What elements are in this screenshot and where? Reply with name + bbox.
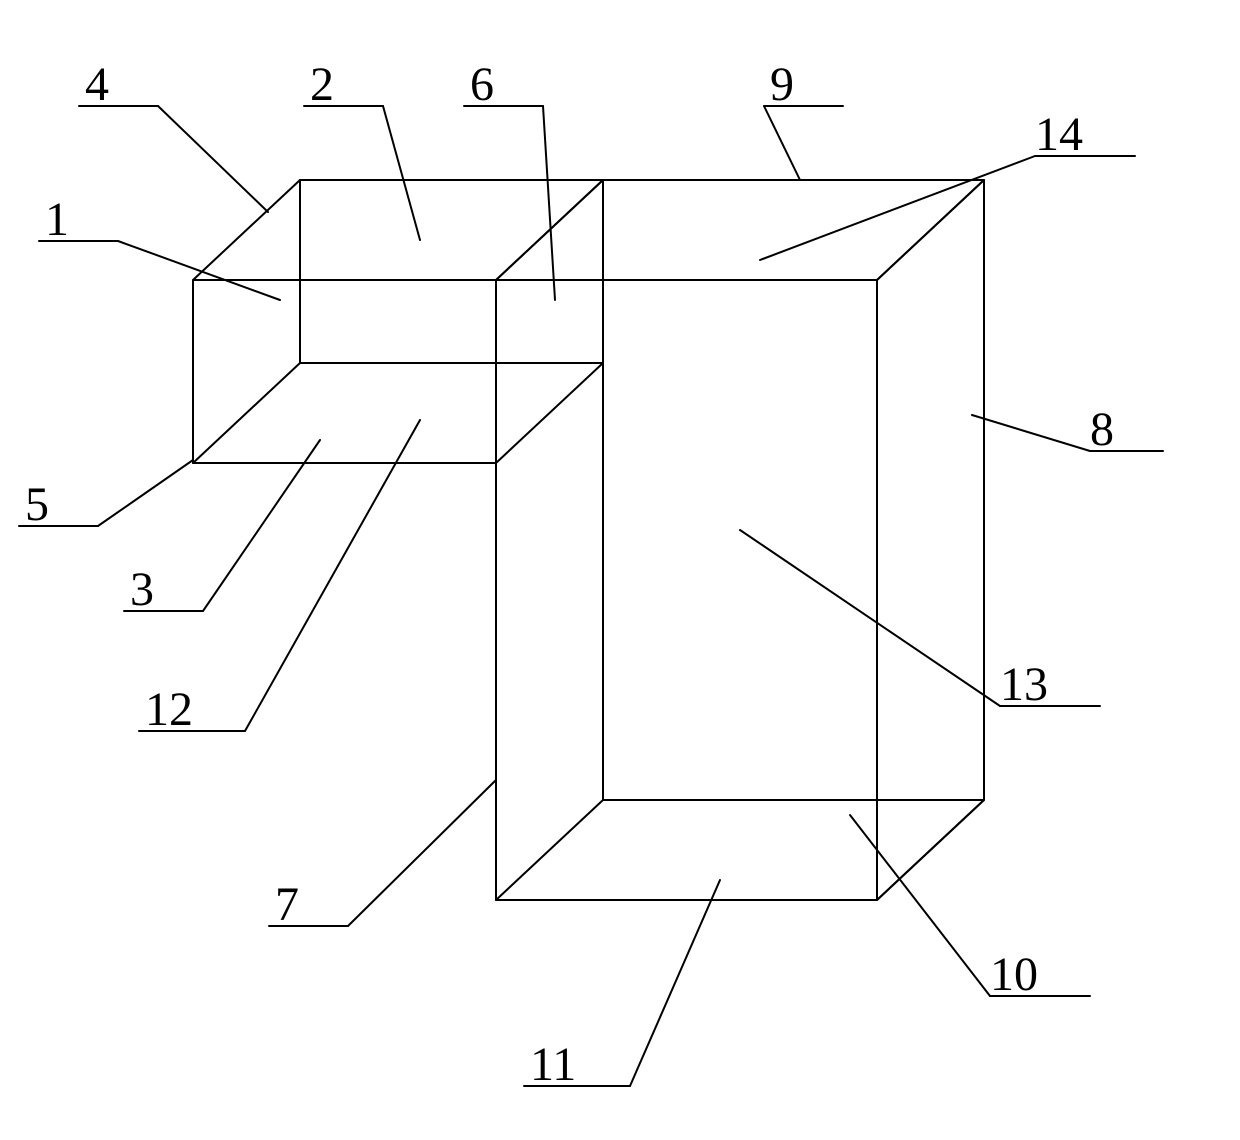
leader-lines: [19, 106, 1163, 1086]
callout-label-13: 13: [1000, 658, 1048, 711]
callout-label-8: 8: [1090, 403, 1114, 456]
callout-label-10: 10: [990, 948, 1038, 1001]
callout-label-11: 11: [530, 1038, 576, 1091]
callout-label-7: 7: [275, 878, 299, 931]
callout-label-6: 6: [470, 58, 494, 111]
callout-label-4: 4: [85, 58, 109, 111]
callout-label-3: 3: [130, 563, 154, 616]
callout-label-1: 1: [45, 193, 69, 246]
diagram-canvas: 4 2 6 9 14 1 8 5 3 12 13 7 10 11: [0, 0, 1240, 1140]
label-numbers: 4 2 6 9 14 1 8 5 3 12 13 7 10 11: [25, 58, 1114, 1091]
callout-label-5: 5: [25, 478, 49, 531]
wireframe-geometry: [193, 180, 984, 900]
callout-label-14: 14: [1035, 108, 1083, 161]
callout-label-9: 9: [770, 58, 794, 111]
callout-label-12: 12: [145, 683, 193, 736]
callout-label-2: 2: [310, 58, 334, 111]
